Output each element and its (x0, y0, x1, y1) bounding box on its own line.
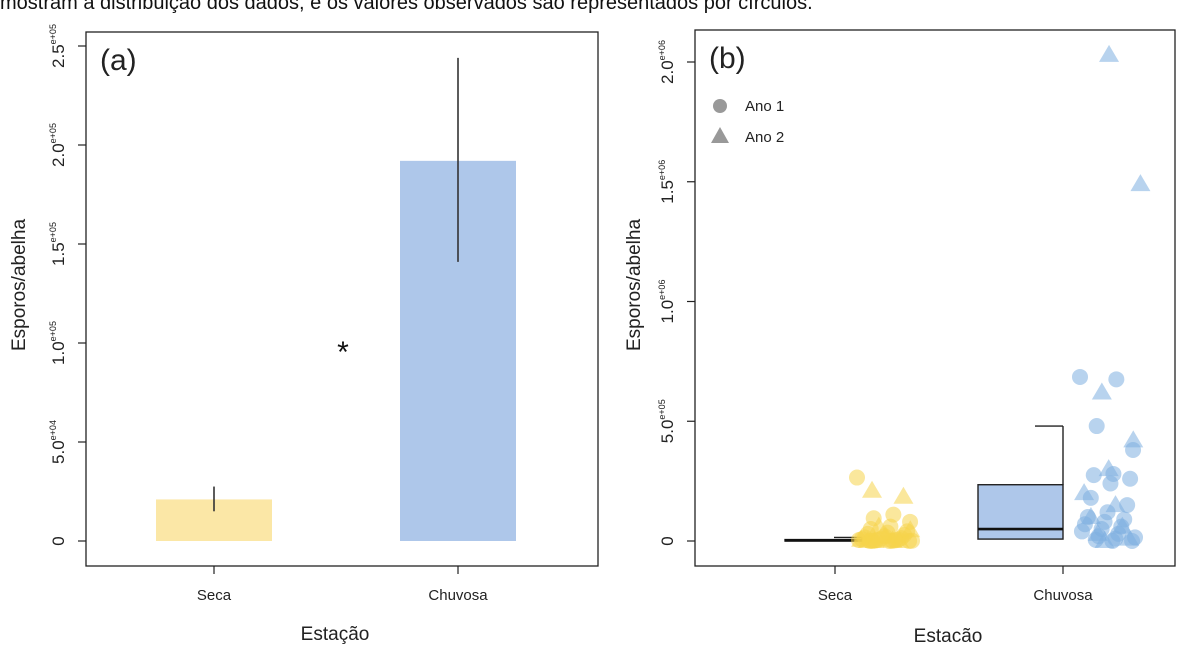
point-chuvosa-ano2-2 (1091, 382, 1112, 400)
point-chuvosa-ano2-7 (1080, 507, 1101, 525)
y-tick-label-4: 2.0e+06 (657, 40, 677, 84)
y-tick-label-2: 1.0e+05 (48, 321, 68, 365)
y-tick-label-0: 0 (49, 536, 68, 545)
y-tick-label-1: 5.0e+04 (48, 420, 68, 464)
point-chuvosa-ano2-0 (1099, 44, 1120, 62)
plot-frame (85, 31, 599, 567)
point-chuvosa-ano1-1 (1108, 371, 1125, 388)
point-seca-ano2-9 (864, 531, 885, 548)
point-seca-ano2-1 (893, 486, 914, 504)
plot-frame (694, 29, 1176, 567)
y-tick-label-4: 2.0e+05 (48, 123, 68, 167)
y-tick-label-0: 0 (658, 536, 677, 545)
point-seca-ano1-0 (849, 469, 865, 486)
legend-triangle-icon (711, 127, 729, 143)
point-chuvosa-ano2-3 (1123, 430, 1144, 448)
box-chuvosa (977, 484, 1064, 540)
y-axis-label: Esporos/abelha (624, 219, 645, 351)
point-chuvosa-ano2-10 (1119, 528, 1140, 546)
point-chuvosa-ano2-1 (1130, 174, 1151, 192)
legend-circle-icon (713, 99, 727, 113)
figure-caption: mostram a distribuição dos dados, e os v… (0, 0, 813, 14)
point-chuvosa-ano2-5 (1074, 483, 1095, 501)
point-seca-ano2-0 (862, 480, 883, 498)
y-tick-label-3: 1.5e+05 (48, 222, 68, 266)
point-chuvosa-ano2-4 (1098, 459, 1119, 477)
point-chuvosa-ano1-6 (1122, 470, 1139, 487)
point-chuvosa-ano1-5 (1085, 467, 1102, 484)
point-chuvosa-ano2-11 (1094, 531, 1115, 548)
significance-annotation: * (337, 336, 349, 369)
legend-label-1: Ano 2 (745, 129, 784, 146)
panel-label: (a) (100, 44, 137, 77)
y-axis-label: Esporos/abelha (9, 219, 30, 351)
panel-b: Ano 1 Ano 2 0 5.0e+05 1.0e+06 1.5e+06 2.0e+06 S… (624, 29, 1176, 646)
x-category-label-1: Chuvosa (1033, 587, 1093, 604)
y-tick-label-2: 1.0e+06 (657, 280, 677, 324)
point-seca-ano2-8 (889, 531, 910, 548)
x-category-label-0: Seca (818, 587, 853, 604)
point-seca-ano1-1 (885, 506, 902, 523)
point-chuvosa-ano1-7 (1102, 475, 1119, 492)
x-axis-label: Estacão (914, 626, 983, 646)
panel-label: (b) (709, 42, 746, 75)
point-chuvosa-ano2-6 (1105, 495, 1126, 513)
point-chuvosa-ano1-17 (1073, 523, 1090, 540)
y-tick-label-5: 2.5e+05 (48, 24, 68, 68)
y-tick-label-3: 1.5e+06 (657, 160, 677, 204)
legend-label-0: Ano 1 (745, 98, 784, 115)
panel-a: * 0 5.0e+04 1.0e+05 1.5e+05 2.0e+05 2.5e+05 Sec… (9, 24, 599, 645)
point-chuvosa-ano1-0 (1072, 368, 1088, 385)
point-chuvosa-ano1-2 (1088, 418, 1105, 435)
point-chuvosa-ano2-8 (1112, 516, 1133, 534)
x-category-label-0: Seca (197, 587, 232, 604)
x-category-label-1: Chuvosa (428, 587, 488, 604)
x-axis-label: Estação (301, 624, 370, 645)
y-tick-label-1: 5.0e+05 (657, 399, 677, 443)
point-seca-ano2-3 (900, 520, 921, 538)
